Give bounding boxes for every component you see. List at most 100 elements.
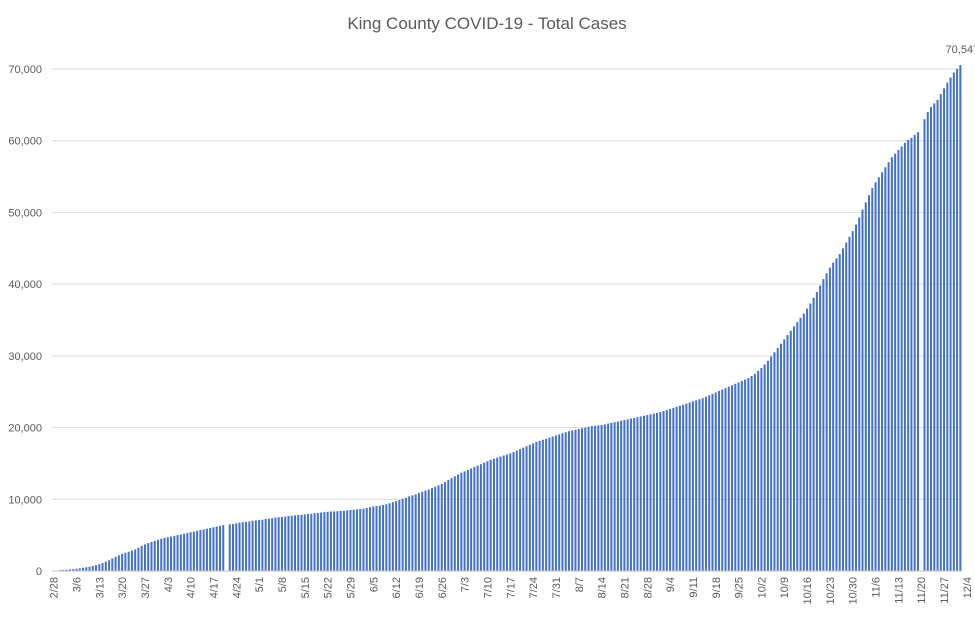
bar [802, 313, 805, 571]
x-tick-label: 3/13 [94, 577, 106, 598]
bar [372, 506, 375, 571]
bar [274, 517, 277, 571]
bar [900, 146, 903, 571]
bar [505, 454, 509, 571]
x-tick-label: 9/4 [665, 577, 677, 592]
bar [881, 172, 884, 571]
bar [812, 297, 815, 571]
bar [453, 476, 456, 571]
bar [639, 416, 642, 571]
bar [290, 515, 293, 571]
bar [682, 404, 685, 571]
bar [339, 510, 342, 571]
x-axis-ticks: 2/28 3/6 3/13 3/20 3/27 4/3 4/10 4/17 4/24 5/1 5/8… [49, 577, 974, 605]
gridlines [52, 68, 962, 500]
bar [825, 273, 828, 571]
bar [594, 425, 597, 571]
bar [457, 474, 460, 571]
bar [486, 461, 489, 571]
bar [228, 524, 231, 571]
bar [943, 88, 946, 572]
bars [52, 65, 962, 572]
bar [447, 479, 450, 571]
x-tick-label: 4/3 [163, 577, 175, 592]
bar [362, 508, 365, 571]
bar [414, 494, 417, 571]
bar [310, 513, 313, 571]
bar [280, 516, 283, 571]
bar [734, 383, 737, 571]
bar [352, 509, 355, 571]
x-tick-label: 5/15 [300, 577, 312, 598]
bar [776, 347, 779, 571]
x-tick-label: 8/7 [574, 577, 586, 592]
bar [421, 491, 424, 571]
bar [685, 403, 688, 571]
bar [884, 167, 887, 571]
bar [695, 400, 698, 571]
bar [140, 545, 143, 571]
bar [199, 530, 202, 571]
bar [564, 432, 567, 571]
bar [326, 511, 329, 571]
bar [509, 453, 512, 571]
bar [496, 457, 499, 571]
bar [336, 511, 339, 571]
bar [388, 503, 391, 571]
bar [271, 518, 274, 571]
bar [463, 471, 466, 571]
bar [750, 375, 753, 571]
bar [838, 254, 841, 571]
bar [662, 411, 665, 571]
bar [926, 112, 929, 571]
bar [512, 451, 515, 571]
x-tick-label: 8/14 [597, 577, 609, 598]
data-label: 70,547 [946, 44, 975, 56]
bar [492, 458, 495, 571]
bar [678, 405, 681, 571]
bar [101, 563, 104, 571]
bar [626, 419, 629, 571]
x-tick-label: 7/31 [551, 577, 563, 598]
bar [913, 134, 916, 572]
bar [646, 415, 649, 571]
x-tick-label: 12/4 [962, 577, 974, 598]
x-tick-label: 7/24 [528, 577, 540, 598]
bar [473, 467, 476, 571]
bar [959, 65, 962, 571]
bar [254, 520, 257, 571]
bar [173, 535, 176, 571]
bar [525, 446, 528, 571]
x-tick-label: 5/8 [277, 577, 289, 592]
bar [577, 429, 580, 571]
x-tick-label: 4/24 [231, 577, 243, 598]
bar [607, 423, 610, 571]
bar [156, 539, 160, 571]
bar [222, 525, 225, 571]
bar [763, 364, 766, 571]
bar [704, 396, 707, 571]
bar [724, 388, 727, 571]
bar [297, 515, 300, 571]
bar [649, 414, 652, 571]
bar [245, 521, 248, 571]
bar [375, 506, 378, 571]
bar [313, 513, 316, 571]
bar [890, 157, 893, 571]
bar [688, 402, 691, 571]
bar [519, 449, 522, 571]
bar [382, 505, 385, 571]
bar [789, 330, 792, 571]
bar [430, 488, 433, 571]
bar [264, 519, 267, 571]
bar [620, 420, 623, 571]
bar [799, 317, 802, 571]
bar [815, 292, 818, 571]
bar [398, 500, 401, 571]
y-tick-label: 70,000 [8, 64, 42, 76]
bar [903, 142, 906, 571]
y-tick-label: 20,000 [8, 423, 42, 435]
bar [499, 456, 502, 571]
bar [672, 407, 675, 571]
bar [832, 262, 835, 571]
